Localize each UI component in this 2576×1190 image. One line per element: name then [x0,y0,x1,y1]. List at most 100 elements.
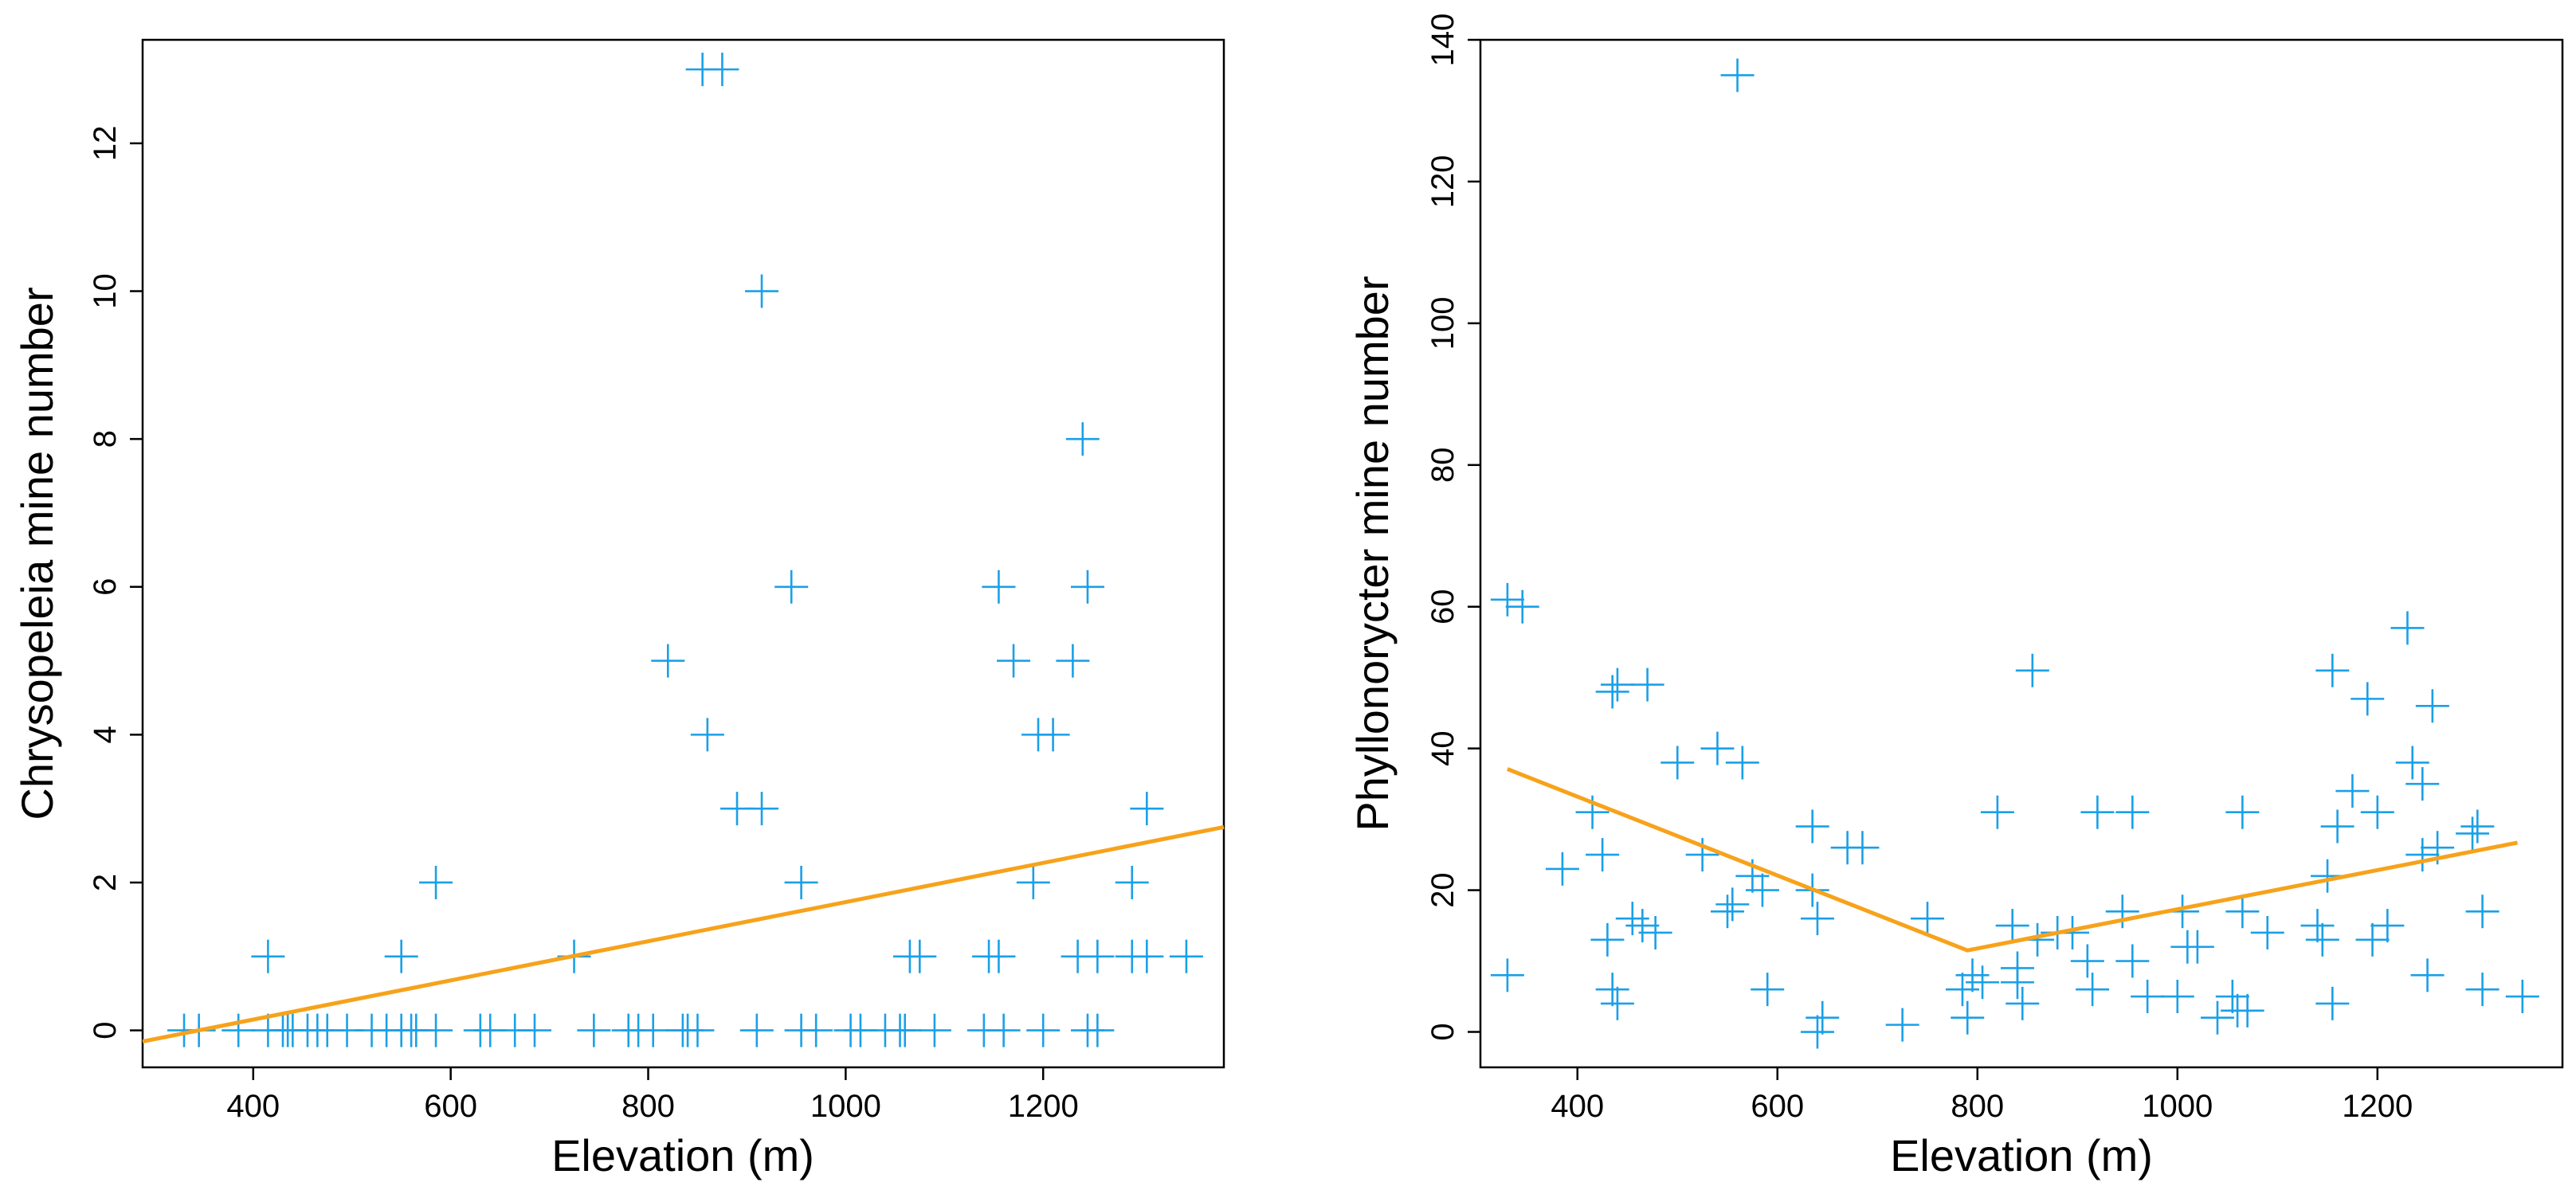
data-point [888,1013,922,1047]
data-point [1945,973,1979,1007]
data-point [2405,838,2440,872]
x-tick-label: 1200 [2342,1089,2413,1124]
data-point [419,865,453,899]
data-point [1130,939,1164,973]
data-point [384,939,418,973]
data-point [651,644,685,678]
data-point [680,1013,715,1047]
data-point [1630,667,1664,702]
data-point [1615,902,1649,936]
y-tick-label: 100 [1425,296,1461,350]
data-point [784,865,818,899]
y-tick-label: 0 [88,1021,123,1039]
data-point [2015,653,2049,687]
data-point [2225,894,2260,929]
fit-line-group [1506,767,2519,953]
data-point [2505,980,2539,1014]
data-point [1720,58,1755,92]
data-point [1751,973,1785,1007]
x-tick-label: 400 [1551,1089,1604,1124]
data-point [1800,1015,1834,1049]
data-point [2315,986,2350,1020]
data-point [251,939,285,973]
data-point [1115,865,1149,899]
data-point [2250,915,2284,949]
data-point [1725,746,1759,780]
data-point [2131,980,2165,1014]
fit-line [1506,767,2519,953]
data-point [1638,915,1672,949]
y-tick-label: 20 [1425,872,1461,908]
data-point [745,274,779,308]
data-point [1600,667,1634,702]
data-point [982,939,1016,973]
y-axis-title: Chrysopeleia mine number [12,287,62,820]
data-point [2410,958,2445,992]
data-point [2460,809,2495,844]
data-point [1885,1008,1919,1042]
x-axis-ticks: 400 600 800 1000 1200 [1551,1067,2413,1124]
data-point [690,718,724,752]
plot-frame [1479,38,2564,1069]
data-point [997,644,1031,678]
data-point [2115,944,2150,978]
data-point [903,939,937,973]
data-point [1130,792,1164,826]
data-point [1995,909,2029,943]
data-point [2215,980,2249,1014]
data-point [2390,611,2425,645]
data-point [1745,873,1779,907]
data-point [1845,831,1880,865]
data-point [2335,774,2370,808]
data-point [1036,718,1070,752]
data-point [2000,951,2034,985]
plot-frame [141,38,1225,1069]
data-point [2225,795,2260,829]
data-point [1955,958,1990,992]
data-point [2405,767,2440,801]
data-point [2105,894,2139,929]
data-point [1595,675,1629,709]
y-axis-title: Phyllonorycter mine number [1347,276,1398,831]
data-point [1966,965,2000,1000]
data-point [2320,809,2354,844]
x-tick-label: 600 [424,1089,477,1124]
y-tick-label: 12 [88,126,123,162]
data-point [2465,894,2500,929]
data-point [2395,746,2429,780]
y-axis-ticks: 0 2 4 6 8 10 12 [88,126,143,1039]
data-point [982,570,1016,604]
data-point [1685,838,1719,872]
data-point [1070,570,1104,604]
y-tick-label: 60 [1425,589,1461,624]
y-tick-label: 4 [88,726,123,743]
y-tick-label: 2 [88,874,123,891]
data-point [1795,809,1829,844]
chart-panel-phyllonorycter: 400 600 800 1000 1200 0 20 40 60 80 100 120 140 Ele… [1347,14,2564,1180]
x-axis-title: Elevation (m) [551,1130,814,1180]
data-point [2201,1000,2234,1035]
data-point [1625,909,1660,943]
data-point [2355,922,2390,957]
x-tick-label: 800 [1951,1089,2004,1124]
scatter-points [167,53,1203,1047]
data-point [739,1013,774,1047]
data-point [1080,1013,1115,1047]
y-tick-label: 80 [1425,448,1461,483]
data-point [2115,795,2150,829]
data-point [2351,682,2385,716]
chart-panel-chrysopeleia: 400 600 800 1000 1200 0 2 4 6 8 10 12 Elevation (m… [12,38,1225,1180]
data-point [799,1013,833,1047]
data-point [1505,589,1539,624]
data-point [1590,922,1625,957]
data-point [2230,993,2264,1028]
data-point [2305,922,2339,957]
data-point [1056,644,1090,678]
data-point [2315,653,2350,687]
data-point [1490,582,1524,617]
x-tick-label: 400 [226,1089,280,1124]
data-point [2360,795,2394,829]
y-tick-label: 8 [88,430,123,448]
data-point [419,1013,453,1047]
